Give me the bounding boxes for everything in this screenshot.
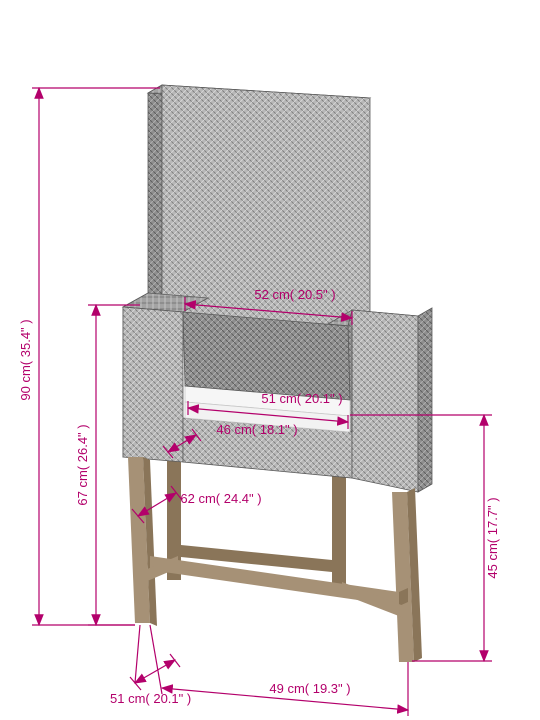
label-arm-height: 67 cm( 26.4" ) — [75, 424, 90, 505]
label-footprint-depth: 51 cm( 20.1" ) — [110, 691, 191, 706]
label-overall-height: 90 cm( 35.4" ) — [18, 319, 33, 400]
label-seat-height: 45 cm( 17.7" ) — [485, 497, 500, 578]
dimension-diagram: 90 cm( 35.4" ) 67 cm( 26.4" ) 45 cm( 17.… — [0, 0, 540, 720]
dim-footprint-depth: 51 cm( 20.1" ) — [110, 625, 191, 706]
label-footprint-width: 49 cm( 19.3" ) — [269, 681, 350, 696]
label-seat-inner-width: 51 cm( 20.1" ) — [261, 391, 342, 406]
label-leg-span-depth: 62 cm( 24.4" ) — [180, 491, 261, 506]
label-back-width: 52 cm( 20.5" ) — [254, 287, 335, 302]
label-seat-inner-depth: 46 cm( 18.1" ) — [216, 422, 297, 437]
chair — [123, 85, 432, 662]
